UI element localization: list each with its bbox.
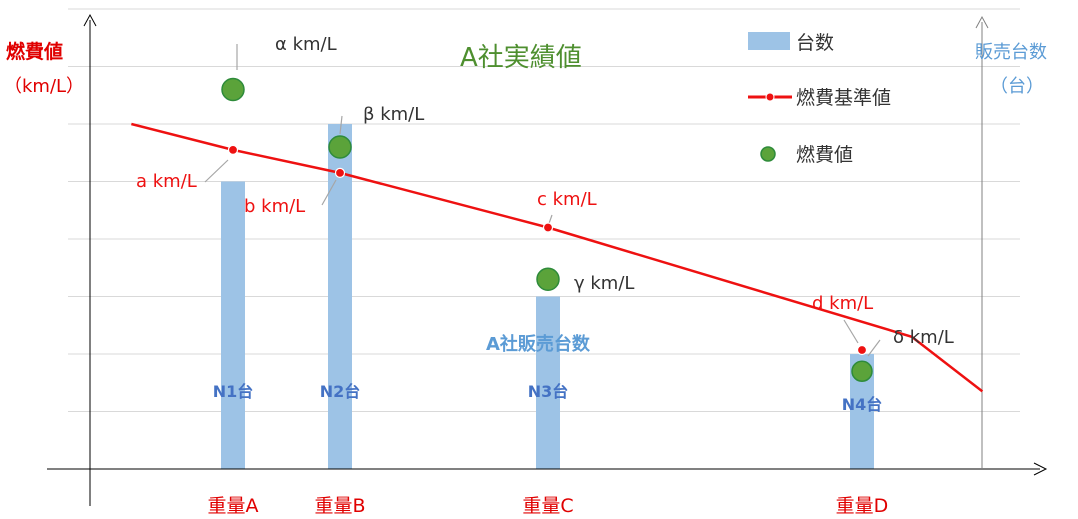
bar-layer (221, 124, 874, 469)
legend-bar-label: 台数 (796, 32, 834, 54)
y-right-label: 販売台数 (975, 42, 1047, 63)
legend-line-label: 燃費基準値 (796, 87, 891, 109)
fuel-value-dot (536, 267, 560, 291)
category-tick-label: 重量A (208, 495, 259, 517)
fuel-value-label: β km/L (363, 104, 424, 125)
standard-line (131, 122, 984, 393)
fuel-value-leader (867, 339, 881, 357)
category-tick-label: 重量C (522, 495, 573, 517)
fuel-value-label: α km/L (275, 34, 337, 55)
y-left-unit: （km/L） (4, 76, 84, 97)
standard-leader (843, 319, 859, 344)
standard-marker (227, 144, 239, 155)
sales-bar-label: N3台 (528, 382, 569, 401)
fuel-value-dot (328, 135, 352, 159)
standard-marker (334, 167, 346, 178)
fuel-value-label: γ km/L (574, 273, 634, 294)
fuel-value-dot (221, 77, 245, 102)
sales-bar-label: N1台 (213, 382, 254, 401)
legend-marker-label: 燃費値 (796, 144, 853, 166)
legend: 台数 燃費基準値 燃費値 (748, 32, 891, 166)
standard-marker-label: b km/L (244, 196, 305, 217)
standard-marker (542, 222, 554, 233)
standard-marker-label: d km/L (812, 293, 873, 314)
sales-bar (221, 181, 245, 469)
standard-marker-label: a km/L (136, 171, 197, 192)
sales-bar-label: N2台 (320, 382, 361, 401)
standard-marker-label: c km/L (537, 189, 597, 210)
category-tick-label: 重量B (314, 495, 365, 517)
standard-leader (321, 179, 337, 206)
line-layer (131, 122, 984, 393)
fuel-value-leader (339, 115, 343, 135)
sales-bar (536, 296, 560, 469)
y-left-label: 燃費値 (6, 40, 63, 63)
legend-line-marker (765, 92, 775, 102)
fuel-value-dot (851, 360, 873, 382)
fuel-value-label: δ km/L (893, 327, 954, 348)
y-right-axis-arrow-icon (975, 15, 989, 29)
y-right-unit: （台） (990, 76, 1044, 97)
legend-marker-swatch (760, 146, 776, 162)
x-axis-arrow-icon (1033, 462, 1048, 476)
standard-leader (204, 159, 229, 183)
category-tick-label: 重量D (836, 495, 889, 517)
sales-bar (328, 124, 352, 469)
legend-bar-swatch (748, 32, 790, 50)
sales-annotation: A社販売台数 (486, 333, 591, 355)
chart-title: A社実績値 (460, 43, 582, 73)
standard-marker (856, 344, 868, 356)
y-left-axis-arrow-icon (83, 13, 97, 27)
sales-bar-label: N4台 (842, 395, 883, 414)
dot-layer (221, 44, 881, 382)
axis-layer (47, 13, 1048, 506)
